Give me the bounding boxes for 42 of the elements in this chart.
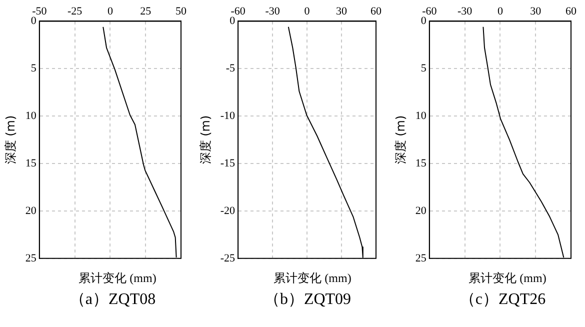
x-tick-label: -60 (230, 5, 246, 18)
x-tick-label: 60 (566, 5, 577, 18)
x-tick-label: -60 (422, 5, 438, 18)
x-tick-label: 0 (107, 5, 114, 18)
y-tick-label: -25 (220, 252, 236, 264)
x-tick-label: -25 (67, 5, 83, 18)
x-tick-label: 0 (497, 5, 504, 18)
x-tick-label: 25 (140, 5, 152, 18)
y-axis-title: 深度 (m) (198, 115, 212, 164)
x-tick-label: 30 (530, 5, 542, 18)
y-tick-label: -10 (220, 110, 236, 122)
text: （a）ZQT08 (68, 290, 157, 310)
y-tick-label: 5 (30, 62, 37, 75)
y-tick-label: 10 (415, 110, 427, 122)
x-tick-label: -50 (32, 5, 48, 18)
y-tick-label: -15 (220, 157, 236, 170)
y-tick-label: 0 (420, 15, 427, 28)
x-tick-label: 60 (370, 5, 382, 18)
x-tick-label: -30 (457, 5, 473, 18)
x-axis-title: 累计变化 (mm) (468, 270, 548, 287)
x-tick-label: 30 (336, 5, 348, 18)
y-tick-label: 25 (25, 252, 37, 264)
y-tick-label: 20 (25, 204, 37, 217)
y-axis-title: 深度 (m) (393, 115, 408, 164)
x-axis-title: 累计变化 (mm) (272, 270, 352, 287)
x-axis-title: 累计变化 (mm) (78, 270, 158, 287)
y-tick-label: 0 (230, 15, 236, 28)
y-tick-label: 15 (25, 157, 37, 170)
y-tick-label: 0 (30, 15, 37, 28)
y-tick-label: 25 (415, 252, 427, 264)
text: （b）ZQT09 (262, 290, 352, 310)
y-tick-label: 15 (415, 157, 427, 170)
y-tick-label: 10 (25, 110, 37, 122)
y-axis-title: 深度 (m) (3, 115, 18, 164)
x-tick-label: 50 (176, 5, 187, 18)
x-tick-label: -30 (265, 5, 280, 18)
y-tick-label: 5 (420, 62, 427, 75)
y-tick-label: -20 (220, 204, 236, 217)
y-tick-label: -5 (226, 62, 236, 75)
y-tick-label: 20 (415, 204, 427, 217)
text: （c）ZQT26 (458, 290, 547, 310)
x-tick-label: 0 (304, 5, 310, 18)
